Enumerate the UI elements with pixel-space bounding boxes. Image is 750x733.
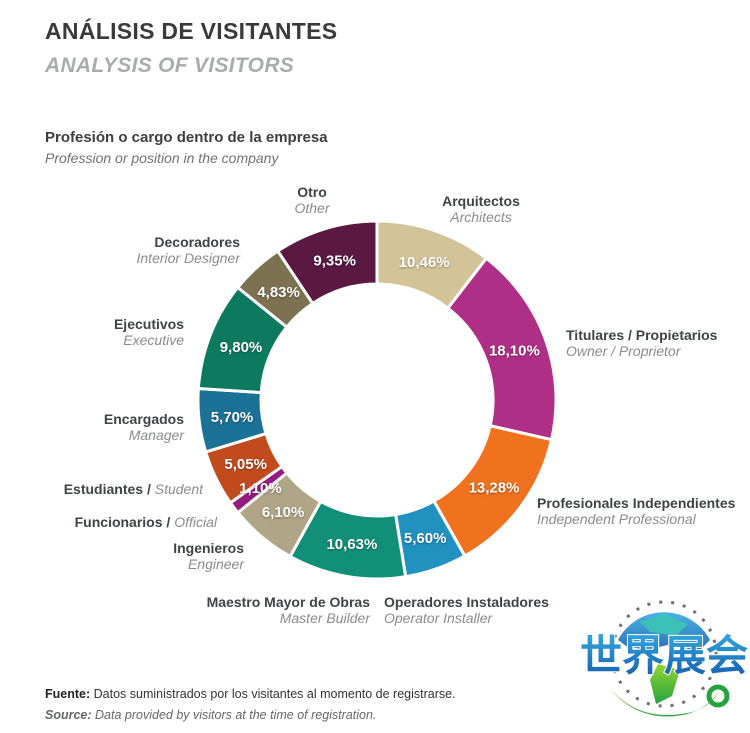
source-label: Source: bbox=[45, 708, 92, 722]
chart-title-english: Profession or position in the company bbox=[45, 150, 279, 166]
donut-value-label-4: 10,63% bbox=[326, 536, 377, 553]
source-line-english: Source: Data provided by visitors at the… bbox=[45, 708, 376, 722]
label-estudiantes: Estudiantes / Student bbox=[63, 481, 203, 497]
label-funcionarios: Funcionarios / Official bbox=[74, 514, 217, 530]
watermark-text: 世界展会 bbox=[580, 631, 748, 680]
label-arquitectos: Arquitectos Architects bbox=[442, 193, 520, 225]
donut-value-label-3: 5,60% bbox=[404, 530, 447, 547]
fuente-text: Datos suministrados por los visitantes a… bbox=[90, 687, 456, 701]
watermark-globe-logo: 世界展会 bbox=[580, 600, 748, 717]
label-ingenieros: Ingenieros Engineer bbox=[173, 540, 244, 572]
donut-value-label-6: 1,10% bbox=[239, 480, 282, 497]
page-title: ANÁLISIS DE VISITANTES bbox=[45, 18, 338, 44]
source-text: Data provided by visitors at the time of… bbox=[91, 708, 377, 722]
donut-value-label-9: 9,80% bbox=[220, 339, 263, 356]
fuente-label: Fuente: bbox=[45, 687, 91, 701]
donut-value-label-2: 13,28% bbox=[469, 479, 520, 496]
page-title-english: ANALYSIS OF VISITORS bbox=[45, 54, 295, 77]
label-decoradores: Decoradores Interior Designer bbox=[136, 234, 241, 266]
donut-segment-11 bbox=[276, 219, 379, 305]
donut-value-label-0: 10,46% bbox=[399, 254, 450, 271]
chart-title: Profesión o cargo dentro de la empresa bbox=[45, 129, 328, 146]
label-encargados: Encargados Manager bbox=[103, 411, 184, 443]
donut-value-label-5: 6,10% bbox=[262, 504, 305, 521]
label-operadores: Operadores Instaladores Operator Install… bbox=[384, 594, 549, 626]
label-ejecutivos: Ejecutivos Executive bbox=[113, 316, 184, 348]
label-maestro: Maestro Mayor de Obras Master Builder bbox=[206, 594, 370, 626]
label-otro: Otro Other bbox=[294, 184, 330, 216]
globe-icon bbox=[610, 600, 730, 717]
donut-value-label-1: 18,10% bbox=[489, 343, 540, 360]
label-profesionales: Profesionales Independientes Independent… bbox=[537, 495, 736, 527]
donut-value-label-8: 5,70% bbox=[211, 409, 254, 426]
donut-value-label-10: 4,83% bbox=[257, 284, 300, 301]
label-titulares: Titulares / Propietarios Owner / Proprie… bbox=[566, 327, 718, 359]
source-line-spanish: Fuente: Datos suministrados por los visi… bbox=[45, 687, 456, 701]
donut-value-label-11: 9,35% bbox=[313, 252, 356, 269]
donut-value-label-7: 5,05% bbox=[224, 456, 267, 473]
